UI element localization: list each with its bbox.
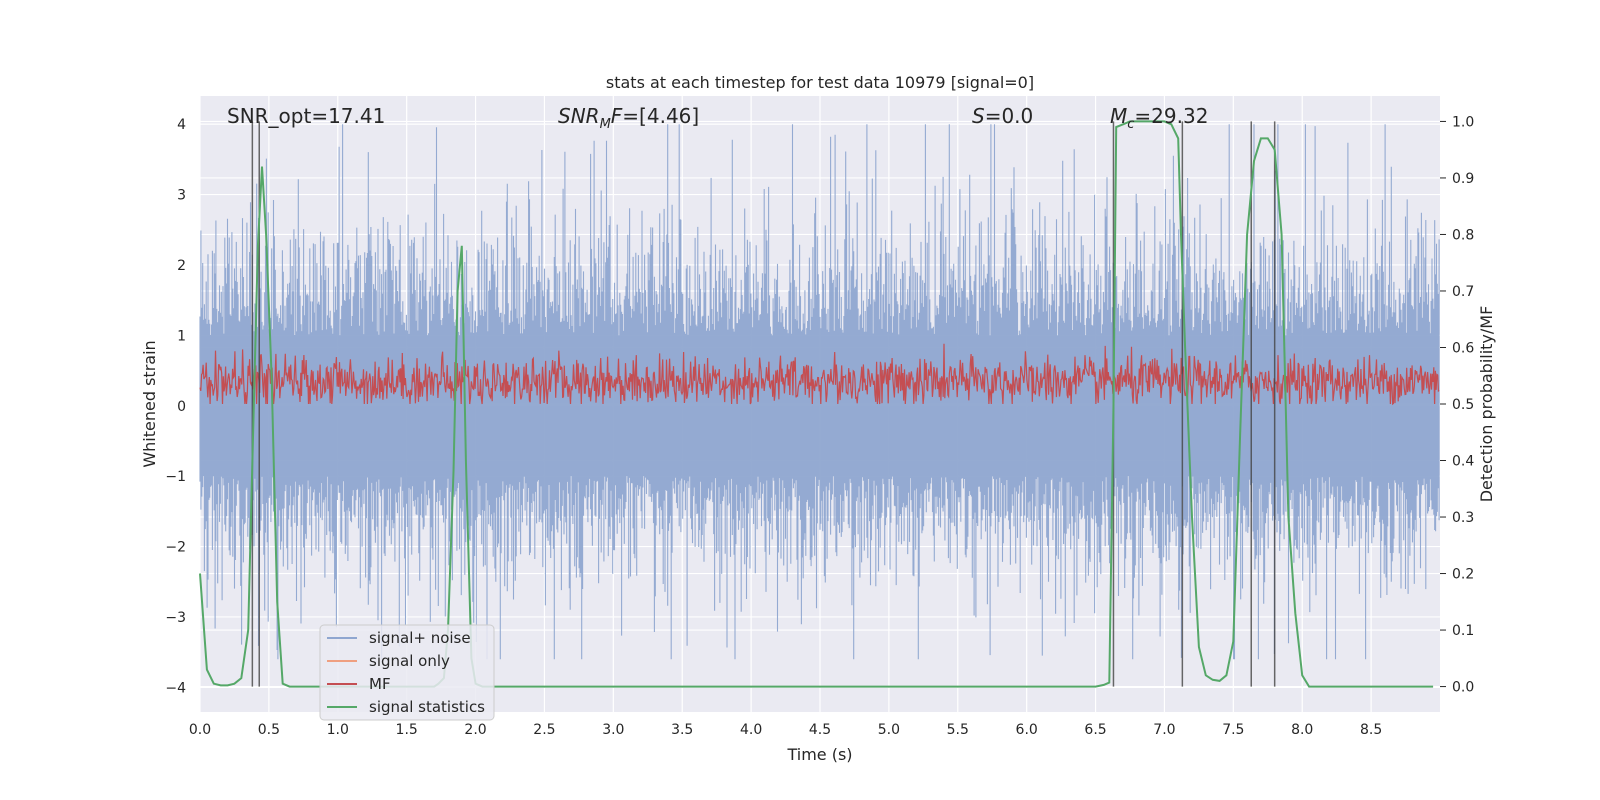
y-tick-label-right: 1.0 — [1452, 114, 1474, 130]
x-tick-label: 2.0 — [464, 722, 486, 738]
legend-label-signal-statistics: signal statistics — [369, 698, 485, 716]
x-tick-label: 2.5 — [533, 722, 555, 738]
y-tick-label-right: 0.5 — [1452, 397, 1474, 413]
legend-label-signal-noise: signal+ noise — [369, 629, 471, 647]
y-tick-label: −4 — [165, 680, 186, 696]
x-tick-label: 4.0 — [740, 722, 762, 738]
x-tick-label: 3.0 — [602, 722, 624, 738]
x-tick-label: 7.0 — [1153, 722, 1175, 738]
chart-title: stats at each timestep for test data 109… — [606, 73, 1034, 92]
x-tick-label: 6.5 — [1084, 722, 1106, 738]
y-ticks-right: 0.0 0.1 0.2 0.3 0.4 0.5 0.6 0.7 0.8 0.9 1.0 — [1440, 114, 1474, 696]
x-tick-label: 8.5 — [1360, 722, 1382, 738]
signal-statistics-line — [199, 120, 1434, 688]
y-tick-label: −2 — [165, 540, 186, 556]
x-tick-label: 8.0 — [1291, 722, 1313, 738]
s-value: =0.0 — [985, 104, 1034, 128]
y-axis-label-right: Detection probability/MF — [1477, 306, 1496, 503]
x-tick-label: 0.0 — [189, 722, 211, 738]
mc-value: =29.32 — [1134, 104, 1208, 128]
y-tick-label-right: 0.0 — [1452, 680, 1474, 696]
y-tick-label: 3 — [177, 188, 186, 204]
y-tick-label-right: 0.8 — [1452, 227, 1474, 243]
y-tick-label: 1 — [177, 328, 186, 344]
y-ticks: −4 −3 −2 −1 0 1 2 3 4 — [165, 117, 186, 696]
x-ticks: 0.0 0.5 1.0 1.5 2.0 2.5 3.0 3.5 4.0 4.5 5.0 5.5 6.0 6… — [189, 722, 1382, 738]
x-tick-label: 4.5 — [809, 722, 831, 738]
legend-box — [319, 624, 495, 721]
x-tick-label: 5.5 — [947, 722, 969, 738]
y-tick-label-right: 0.9 — [1452, 171, 1474, 187]
s-annotation: S=0.0 — [972, 104, 1033, 128]
y-tick-label: 0 — [177, 399, 186, 415]
y-tick-label: 4 — [177, 117, 186, 133]
mf-series — [199, 343, 1440, 406]
y-tick-label-right: 0.2 — [1452, 567, 1474, 583]
legend-label-signal-only: signal only — [369, 652, 450, 670]
y-tick-label-right: 0.7 — [1452, 284, 1474, 300]
snr-mf-value: =[4.46] — [622, 104, 699, 128]
x-tick-label: 0.5 — [258, 722, 280, 738]
y-tick-label: −3 — [165, 610, 186, 626]
mf-line — [199, 343, 1440, 406]
y-tick-label-right: 0.4 — [1452, 454, 1474, 470]
y-tick-label-right: 0.1 — [1452, 623, 1474, 639]
x-tick-label: 1.0 — [327, 722, 349, 738]
x-tick-label: 5.0 — [878, 722, 900, 738]
y-tick-label-right: 0.3 — [1452, 510, 1474, 526]
x-tick-label: 1.5 — [396, 722, 418, 738]
x-tick-label: 6.0 — [1016, 722, 1038, 738]
x-tick-label: 7.5 — [1222, 722, 1244, 738]
y-axis-label: Whitened strain — [140, 340, 159, 467]
legend-label-mf: MF — [369, 675, 391, 693]
legend: signal+ noise signal only MF signal stat… — [319, 624, 495, 721]
snr-opt-annotation: SNR_opt=17.41 — [227, 104, 385, 128]
snr-mf-annotation: SNRMF=[4.46] — [558, 104, 699, 132]
y-tick-label: 2 — [177, 258, 186, 274]
signal-statistics-series — [199, 120, 1434, 688]
y-tick-label: −1 — [165, 469, 186, 485]
y-tick-label-right: 0.6 — [1452, 340, 1474, 356]
x-axis-label: Time (s) — [786, 745, 852, 764]
mc-annotation: Mc=29.32 — [1110, 104, 1208, 132]
x-tick-label: 3.5 — [671, 722, 693, 738]
